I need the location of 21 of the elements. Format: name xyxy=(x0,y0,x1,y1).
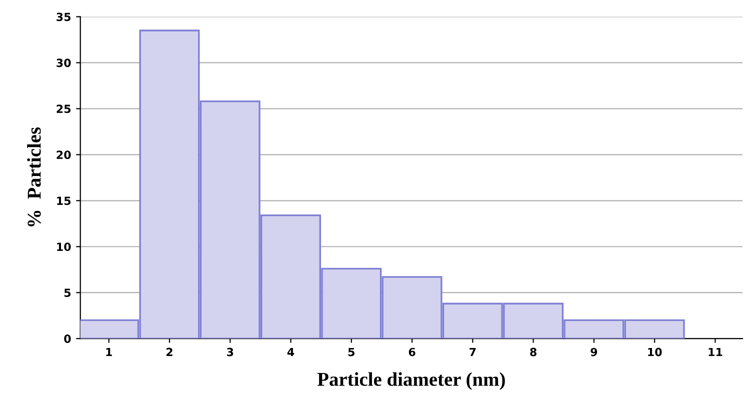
y-tick-label: 20 xyxy=(56,150,71,160)
x-axis-title: Particle diameter (nm) xyxy=(317,372,505,390)
y-tick-label: 0 xyxy=(64,334,71,343)
y-tick-label: 15 xyxy=(57,196,71,206)
y-axis-title: % Particles xyxy=(27,127,41,226)
y-tick-label: 35 xyxy=(56,12,71,22)
x-tick-label: 1 xyxy=(106,348,112,356)
x-tick-label: 5 xyxy=(348,348,354,356)
x-tick-label: 7 xyxy=(470,348,476,356)
x-tick-label: 10 xyxy=(648,348,662,356)
x-tick-label: 2 xyxy=(166,348,172,356)
x-tick-label: 3 xyxy=(227,348,234,356)
x-tick-label: 6 xyxy=(408,348,416,356)
x-tick-label: 9 xyxy=(590,348,598,356)
y-tick-label: 10 xyxy=(57,242,71,251)
y-tick-label: 25 xyxy=(56,104,71,114)
y-tick-label: 30 xyxy=(56,58,71,68)
x-tick-label: 11 xyxy=(708,348,722,356)
y-tick-label: 5 xyxy=(64,288,71,297)
x-tick-label: 4 xyxy=(287,348,294,356)
x-tick-label: 8 xyxy=(530,348,536,356)
